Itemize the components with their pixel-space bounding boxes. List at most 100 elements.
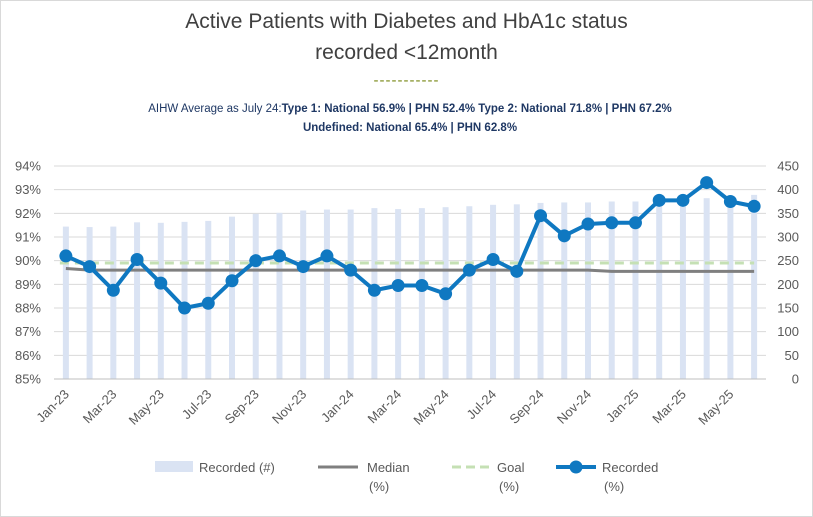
right-axis-tick-label: 450 (777, 159, 799, 174)
bar-recorded-count (656, 200, 663, 379)
left-axis-tick-label: 93% (15, 182, 41, 197)
left-axis-tick-label: 88% (15, 301, 41, 316)
bar-recorded-count (703, 198, 710, 379)
recorded-percent-point (581, 217, 595, 231)
legend-label-recorded-count: Recorded (#) (199, 460, 275, 475)
chart-title-line2: recorded <12month (315, 41, 498, 64)
legend-label-recorded-percent-unit: (%) (604, 479, 624, 494)
x-axis-tick-label: Mar-24 (365, 387, 405, 427)
subtitle-type-stats: Type 1: National 56.9% | PHN 52.4% Type … (281, 103, 672, 115)
recorded-percent-point (747, 199, 761, 213)
x-axis-tick-label: Sep-23 (222, 387, 262, 427)
recorded-percent-point (676, 193, 690, 207)
bar-recorded-count (347, 209, 354, 379)
bar-recorded-count (134, 222, 141, 379)
bar-recorded-count (537, 202, 544, 379)
bar-recorded-count (608, 201, 615, 379)
bar-recorded-count (181, 221, 188, 379)
x-axis-tick-label: May-23 (126, 387, 167, 428)
x-axis-tick-label: Nov-24 (554, 387, 594, 427)
right-axis-tick-label: 100 (777, 324, 799, 339)
left-axis-tick-label: 94% (15, 159, 41, 174)
right-axis-tick-label: 300 (777, 230, 799, 245)
line-series (59, 176, 761, 315)
right-axis-tick-label: 200 (777, 277, 799, 292)
legend-label-median-unit: (%) (369, 479, 389, 494)
recorded-percent-point (178, 301, 192, 315)
right-axis-tick-label: 350 (777, 206, 799, 221)
legend-marker-recorded-percent (569, 460, 583, 474)
recorded-percent-point (557, 229, 571, 243)
x-axis-tick-label: Sep-24 (506, 387, 546, 427)
recorded-percent-point (439, 287, 453, 301)
bar-recorded-count (679, 200, 686, 379)
recorded-percent-point (652, 193, 666, 207)
x-axis-tick-label: May-24 (410, 387, 451, 428)
x-axis-tick-label: Jul-23 (179, 387, 215, 423)
bar-recorded-count (252, 213, 259, 379)
x-axis-tick-label: Jan-24 (318, 387, 357, 426)
bar-recorded-count (157, 222, 164, 379)
left-axis-tick-label: 91% (15, 230, 41, 245)
bar-recorded-count (490, 204, 497, 379)
legend-label-recorded-percent: Recorded (602, 460, 658, 475)
bar-recorded-count (62, 226, 69, 379)
bar-recorded-count (323, 209, 330, 379)
title-rule: ----------- (373, 72, 440, 89)
legend-label-goal: Goal (497, 460, 525, 475)
recorded-percent-point (249, 254, 263, 268)
bar-recorded-count (632, 201, 639, 379)
recorded-percent-point (367, 283, 381, 297)
left-axis-tick-label: 92% (15, 206, 41, 221)
recorded-percent-point (296, 260, 310, 274)
x-axis-tick-label: Jul-24 (464, 387, 500, 423)
x-axis-tick-label: Jan-23 (33, 387, 72, 426)
x-axis-tick-label: Nov-23 (269, 387, 309, 427)
bar-recorded-count (513, 204, 520, 379)
recorded-percent-point (462, 263, 476, 277)
right-axis-tick-label: 50 (785, 348, 799, 363)
recorded-percent-line (65, 180, 755, 310)
recorded-percent-point (201, 296, 215, 310)
recorded-percent-point (628, 216, 642, 230)
right-axis-tick-label: 150 (777, 301, 799, 316)
legend: Recorded (#) Median (%) Goal (%) Recorded (%) (155, 460, 658, 494)
bar-recorded-count (727, 199, 734, 379)
recorded-percent-point (83, 260, 97, 274)
recorded-percent-point (320, 249, 334, 263)
subtitle-line1: AIHW Average as July 24:Type 1: National… (90, 100, 730, 118)
recorded-percent-point (723, 195, 737, 208)
recorded-percent-point (106, 283, 120, 297)
bar-recorded-count (300, 210, 307, 379)
recorded-percent-point (486, 252, 500, 266)
bar-recorded-count (751, 194, 758, 379)
bar-recorded-count (86, 227, 93, 379)
recorded-percent-point (700, 176, 714, 190)
legend-label-median: Median (367, 460, 410, 475)
chart-title-line1: Active Patients with Diabetes and HbA1c … (185, 10, 628, 33)
recorded-percent-point (225, 274, 239, 288)
legend-swatch-recorded-count (155, 461, 193, 472)
x-axis-tick-label: Mar-23 (80, 387, 120, 427)
x-axis-tick-label: Mar-25 (649, 387, 689, 427)
median-line (65, 266, 755, 273)
bar-recorded-count (418, 208, 425, 379)
recorded-percent-point (391, 279, 405, 293)
bar-recorded-count (276, 212, 283, 379)
recorded-percent-point (272, 249, 286, 263)
left-axis-tick-label: 86% (15, 348, 41, 363)
recorded-percent-point (154, 276, 168, 290)
left-axis-tick-label: 90% (15, 253, 41, 268)
right-axis-tick-label: 400 (777, 182, 799, 197)
right-axis-tick-label: 0 (792, 372, 799, 387)
bar-recorded-count (561, 202, 568, 379)
subtitle-line2: Undefined: National 65.4% | PHN 62.8% (302, 122, 518, 134)
recorded-percent-point (415, 279, 429, 293)
recorded-percent-point (510, 264, 524, 278)
legend-label-goal-unit: (%) (499, 479, 519, 494)
left-axis-tick-label: 85% (15, 372, 41, 387)
recorded-percent-point (605, 216, 619, 230)
bar-recorded-count (229, 216, 235, 379)
recorded-percent-point (59, 249, 73, 263)
recorded-percent-point (344, 263, 358, 277)
